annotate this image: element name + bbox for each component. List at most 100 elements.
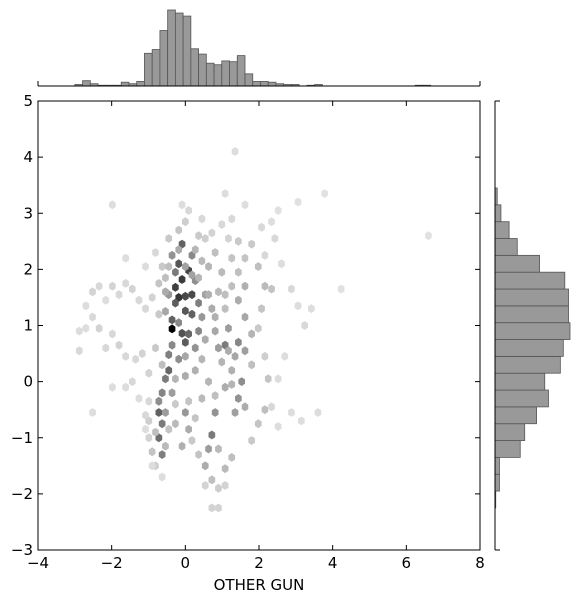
hex-cell bbox=[185, 396, 192, 406]
right-hist-bar bbox=[494, 238, 518, 256]
hex-cell bbox=[198, 214, 206, 224]
hex-cell bbox=[162, 374, 169, 384]
hex-cell bbox=[182, 337, 189, 347]
right-hist-bar bbox=[494, 473, 500, 492]
hex-cell bbox=[175, 259, 182, 269]
right-hist-bar bbox=[494, 271, 566, 290]
hex-cell bbox=[241, 312, 249, 322]
hex-cell bbox=[248, 329, 255, 339]
top-hist-bar bbox=[167, 9, 176, 87]
y-tick-label: 5 bbox=[23, 92, 33, 110]
hex-cell bbox=[201, 335, 209, 344]
hex-cell bbox=[109, 281, 116, 291]
hex-cell bbox=[205, 290, 212, 300]
hex-cell bbox=[228, 253, 236, 263]
hex-cell bbox=[241, 281, 249, 291]
y-tick-label: −1 bbox=[11, 429, 33, 447]
hex-cell bbox=[228, 366, 236, 375]
y-axis-ticks: −3 −2 −1 0 1 2 3 4 5 bbox=[11, 92, 480, 559]
hex-cell bbox=[152, 427, 159, 437]
hex-cell bbox=[168, 388, 176, 398]
x-tick-label: 8 bbox=[475, 554, 485, 572]
hex-cell bbox=[231, 408, 239, 417]
hex-cell bbox=[235, 236, 242, 246]
hex-cell bbox=[248, 239, 255, 249]
hex-cell bbox=[152, 343, 159, 353]
hex-cell bbox=[235, 337, 242, 347]
hex-cell bbox=[172, 419, 179, 429]
hex-cell bbox=[261, 250, 269, 260]
hex-cell bbox=[175, 318, 182, 328]
hex-cell bbox=[175, 225, 182, 235]
hex-cell bbox=[158, 360, 166, 370]
hex-cell bbox=[182, 306, 189, 316]
hex-cell bbox=[271, 234, 279, 243]
hex-cell bbox=[182, 351, 189, 361]
hex-cell bbox=[195, 450, 202, 459]
hexbin-cells bbox=[75, 147, 432, 513]
hex-cell bbox=[165, 366, 173, 375]
hex-cell bbox=[218, 220, 226, 229]
hex-cell bbox=[221, 290, 229, 300]
x-tick-label: 6 bbox=[402, 554, 412, 572]
hex-cell bbox=[308, 304, 315, 314]
hex-cell bbox=[195, 231, 202, 241]
hex-cell bbox=[95, 323, 103, 333]
hex-cell bbox=[185, 424, 192, 434]
hex-cell bbox=[225, 323, 232, 333]
hex-cell bbox=[109, 382, 116, 392]
hex-cell bbox=[172, 399, 179, 409]
top-hist-bar bbox=[252, 81, 261, 87]
hex-cell bbox=[258, 304, 265, 314]
hex-cell bbox=[261, 351, 269, 361]
right-hist-bar bbox=[494, 305, 569, 324]
hex-cell bbox=[235, 267, 242, 277]
hex-cell bbox=[138, 349, 146, 358]
hex-cell bbox=[191, 343, 199, 353]
hex-cell bbox=[268, 217, 275, 227]
hex-cell bbox=[162, 287, 169, 297]
hex-cell bbox=[314, 408, 322, 417]
hex-cell bbox=[188, 436, 196, 445]
hex-cell bbox=[102, 343, 110, 353]
hex-cell bbox=[215, 287, 222, 297]
right-hist-bar bbox=[494, 254, 540, 273]
top-hist-bar bbox=[190, 48, 199, 87]
top-hist-bar bbox=[267, 81, 277, 87]
hex-cell bbox=[248, 436, 255, 445]
hex-cell bbox=[185, 329, 192, 339]
top-hist-bar bbox=[244, 73, 254, 87]
hex-cell bbox=[211, 326, 219, 336]
hex-cell bbox=[298, 416, 305, 426]
hex-cell bbox=[162, 307, 169, 316]
hex-cell bbox=[178, 275, 186, 284]
hex-cell bbox=[162, 273, 169, 283]
hex-cell bbox=[228, 453, 236, 462]
right-hist-bar bbox=[494, 406, 537, 425]
hex-cell bbox=[122, 279, 129, 288]
hex-cell bbox=[235, 295, 242, 305]
hex-cell bbox=[129, 284, 136, 294]
right-hist-bar bbox=[494, 423, 526, 441]
hex-cell bbox=[178, 239, 186, 249]
hex-cell bbox=[158, 450, 166, 459]
hex-cell bbox=[122, 382, 129, 392]
hex-cell bbox=[294, 301, 302, 311]
hex-cell bbox=[425, 231, 432, 241]
hex-cell bbox=[195, 273, 202, 283]
hex-cell bbox=[288, 284, 295, 294]
hex-cell bbox=[89, 312, 96, 322]
hex-cell bbox=[162, 441, 169, 451]
hex-cell bbox=[231, 351, 239, 361]
top-hist-bar bbox=[120, 81, 130, 87]
hex-cell bbox=[145, 368, 153, 378]
hex-cell bbox=[182, 371, 189, 381]
hex-cell bbox=[254, 262, 262, 271]
top-hist-bar bbox=[205, 62, 215, 87]
top-hist-bar bbox=[221, 60, 230, 87]
hex-cell bbox=[241, 346, 249, 356]
hex-cell bbox=[165, 234, 173, 243]
hex-cell bbox=[211, 248, 219, 257]
hex-cell bbox=[162, 408, 169, 417]
